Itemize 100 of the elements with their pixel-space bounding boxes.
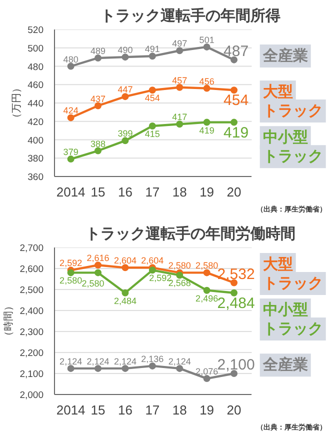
point xyxy=(67,62,74,70)
y-tick-label: 520 xyxy=(28,25,44,36)
x-tick-label: 15 xyxy=(90,184,106,200)
point xyxy=(148,266,156,274)
data-label: 424 xyxy=(63,106,78,116)
x-tick-label: 2014 xyxy=(56,184,86,200)
point xyxy=(176,272,184,279)
y-axis-title: （万円） xyxy=(12,83,23,123)
y-tick-label: 2,200 xyxy=(20,348,44,359)
data-label: 2,484 xyxy=(217,294,255,312)
point xyxy=(203,375,210,382)
data-label: 2,604 xyxy=(114,256,136,266)
x-tick-label: 16 xyxy=(118,184,132,200)
point xyxy=(176,47,184,54)
data-label: 2,124 xyxy=(86,356,110,366)
data-label: 454 xyxy=(224,92,249,110)
point xyxy=(230,289,238,296)
point xyxy=(94,269,102,276)
point xyxy=(94,54,102,62)
point xyxy=(67,156,74,163)
data-label: 497 xyxy=(172,38,188,49)
series-label: 全産業 xyxy=(262,356,308,374)
data-label: 2,580 xyxy=(196,260,218,271)
point xyxy=(203,43,210,50)
y-tick-label: 480 xyxy=(28,62,44,73)
point xyxy=(230,86,238,94)
y-tick-label: 420 xyxy=(28,116,44,128)
x-tick-label: 19 xyxy=(200,184,214,200)
data-label: 419 xyxy=(199,125,214,136)
x-tick-label: 20 xyxy=(226,402,242,418)
data-label: 447 xyxy=(118,84,133,95)
data-label: 2,580 xyxy=(82,278,104,289)
data-label: 487 xyxy=(224,42,249,60)
data-label: 2,616 xyxy=(86,253,110,264)
x-tick-label: 17 xyxy=(145,184,160,200)
data-label: 2,136 xyxy=(141,354,164,364)
point xyxy=(176,84,184,91)
point xyxy=(122,289,129,296)
chart-title: トラック運転手の年間所得 xyxy=(100,8,280,24)
x-tick-label: 16 xyxy=(118,402,132,418)
y-tick-label: 2,500 xyxy=(20,285,44,296)
y-tick-label: 400 xyxy=(28,135,44,146)
data-label: 399 xyxy=(118,128,133,139)
y-tick-label: 440 xyxy=(28,98,44,110)
series-label: 大型トラック xyxy=(262,84,323,120)
point xyxy=(203,118,210,126)
series-label: 中小型トラック xyxy=(262,302,323,338)
y-tick-label: 2,400 xyxy=(20,306,44,317)
x-tick-label: 15 xyxy=(90,402,106,418)
data-label: 388 xyxy=(90,138,106,149)
data-label: 2,604 xyxy=(141,256,164,266)
point xyxy=(122,137,129,144)
data-label: 2,100 xyxy=(217,356,255,374)
data-label: 419 xyxy=(224,124,249,142)
data-label: 2,076 xyxy=(196,366,218,377)
y-tick-label: 2,000 xyxy=(20,390,44,401)
data-label: 2,580 xyxy=(168,260,191,271)
point xyxy=(230,118,238,126)
x-tick-label: 18 xyxy=(172,184,187,200)
data-label: 457 xyxy=(172,75,188,86)
y-tick-label: 360 xyxy=(28,172,44,183)
point xyxy=(148,86,156,94)
series-label: 中小型トラック xyxy=(262,129,323,166)
point xyxy=(67,269,74,276)
y-tick-label: 500 xyxy=(28,43,44,54)
data-label: 437 xyxy=(90,94,106,104)
y-axis-title: （時間） xyxy=(2,301,15,341)
data-label: 2,124 xyxy=(60,356,82,366)
data-label: 2,592 xyxy=(60,258,82,268)
chart-title: トラック運転手の年間労働時間 xyxy=(86,226,296,242)
data-label: 417 xyxy=(172,112,188,122)
point xyxy=(148,122,156,130)
x-tick-label: 18 xyxy=(172,402,187,418)
point xyxy=(94,147,102,154)
data-label: 490 xyxy=(118,45,133,56)
point xyxy=(148,52,156,60)
series-label: 大型トラック xyxy=(262,256,323,292)
point xyxy=(176,120,184,128)
data-label: 491 xyxy=(144,44,160,54)
data-label: 2,124 xyxy=(168,356,191,366)
x-tick-label: 17 xyxy=(145,402,160,418)
y-tick-label: 2,100 xyxy=(20,369,44,380)
y-tick-label: 380 xyxy=(28,154,44,165)
data-label: 379 xyxy=(63,147,78,158)
point xyxy=(230,56,238,64)
data-label: 2,484 xyxy=(114,296,136,306)
data-label: 480 xyxy=(63,54,78,64)
x-tick-label: 20 xyxy=(226,184,242,200)
x-tick-label: 19 xyxy=(200,402,214,418)
data-label: 454 xyxy=(144,93,160,104)
point xyxy=(203,286,210,294)
y-tick-label: 2,700 xyxy=(20,243,44,254)
point xyxy=(122,93,129,100)
point xyxy=(94,102,102,110)
data-label: 456 xyxy=(199,76,214,86)
y-tick-label: 2,300 xyxy=(20,327,44,338)
x-tick-label: 2014 xyxy=(56,402,86,418)
data-label: 415 xyxy=(144,128,160,139)
point xyxy=(67,114,74,122)
point xyxy=(122,54,129,61)
